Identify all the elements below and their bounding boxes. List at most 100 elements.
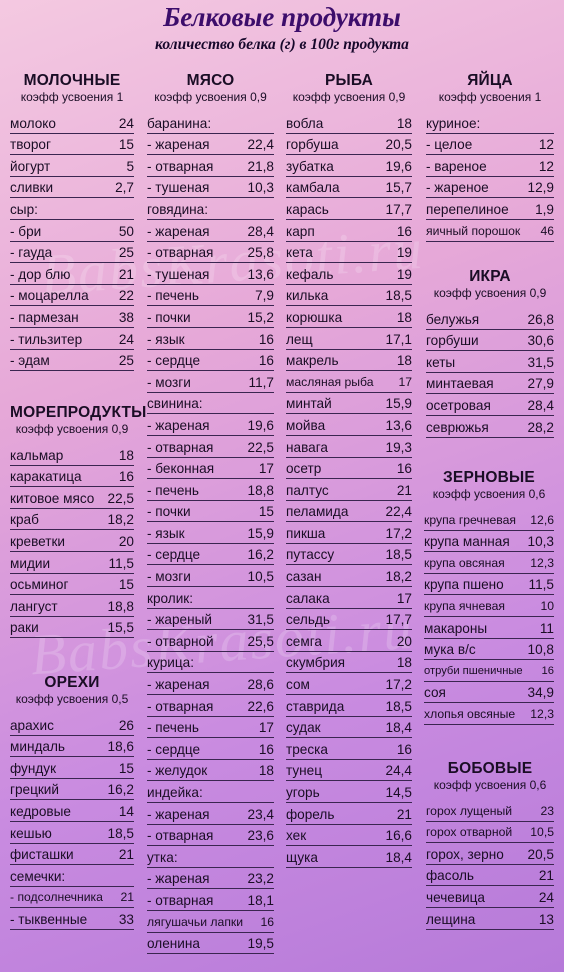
product-name: салака bbox=[286, 590, 330, 606]
protein-value: 31,5 bbox=[247, 612, 274, 628]
table-row: - тушеная 10,3 bbox=[147, 177, 274, 199]
protein-value: 7,9 bbox=[255, 288, 274, 304]
product-name: фасоль bbox=[426, 868, 474, 884]
protein-value: 16,2 bbox=[247, 547, 274, 563]
table-row: судак 18,4 bbox=[286, 717, 412, 739]
table-row: - тушеная 13,6 bbox=[147, 263, 274, 285]
protein-value: 46 bbox=[540, 223, 554, 238]
section-dairy: МОЛОЧНЫЕ коэфф усвоения 1 молоко 24 творог 15… bbox=[10, 72, 134, 372]
protein-value: 21 bbox=[118, 266, 134, 282]
table-row: кальмар 18 bbox=[10, 444, 134, 466]
section-coefficient: коэфф усвоения 0,9 bbox=[292, 90, 406, 104]
table-row: карась 17,7 bbox=[286, 198, 412, 220]
protein-value: 20 bbox=[118, 533, 134, 549]
table-row: перепелиное 1,9 bbox=[426, 198, 554, 220]
protein-value: 15 bbox=[118, 760, 134, 776]
table-row: горох, зерно 20,5 bbox=[426, 843, 554, 865]
table-row: сливки 2,7 bbox=[10, 177, 134, 199]
product-name: - почки bbox=[147, 504, 191, 520]
product-name: горбуши bbox=[426, 333, 479, 349]
protein-value: 15 bbox=[118, 577, 134, 593]
table-row: яичный порошок 46 bbox=[426, 220, 554, 242]
table-row: навага 19,3 bbox=[286, 436, 412, 458]
section-legumes: БОБОВЫЕ коэфф усвоения 0,6 горох лущеный 23… bbox=[426, 760, 554, 930]
product-name: арахис bbox=[10, 717, 54, 733]
table-row: отруби пшеничные 16 bbox=[424, 660, 554, 682]
table-row: лягушачьи лапки 16 bbox=[147, 911, 274, 933]
protein-value: 17 bbox=[396, 590, 412, 606]
protein-value: 21 bbox=[538, 868, 554, 884]
table-row: горох лущеный 23 bbox=[426, 800, 554, 822]
section-coefficient: коэфф усвоения 0,9 bbox=[15, 422, 129, 436]
product-name: крупа пшено bbox=[424, 577, 504, 593]
product-name: вобла bbox=[286, 115, 324, 131]
protein-value: 23 bbox=[540, 803, 554, 818]
protein-value: 18,5 bbox=[107, 825, 134, 841]
product-name: угорь bbox=[286, 785, 320, 800]
protein-value: 25 bbox=[118, 353, 134, 369]
product-name: пеламида bbox=[286, 504, 349, 520]
product-name: соя bbox=[424, 685, 446, 701]
protein-value: 19,6 bbox=[385, 158, 412, 174]
protein-value: 22 bbox=[118, 288, 134, 304]
table-row: макрель 18 bbox=[286, 350, 412, 372]
table-row: килька 18,5 bbox=[286, 285, 412, 307]
product-name: лангуст bbox=[10, 598, 58, 614]
section-coefficient: коэфф усвоения 0,6 bbox=[433, 778, 547, 792]
product-name: каракатица bbox=[10, 469, 82, 485]
table-row: индейка: bbox=[147, 781, 274, 803]
section-nuts: ОРЕХИ коэфф усвоения 0,5 арахис 26 миндаль 18… bbox=[10, 674, 134, 930]
table-row: кедровые 14 bbox=[10, 800, 134, 822]
table-row: белужья 26,8 bbox=[426, 308, 554, 330]
protein-value: 25 bbox=[118, 245, 134, 261]
product-name: кешью bbox=[10, 825, 52, 841]
protein-value: 26 bbox=[118, 717, 134, 733]
table-row: - отварная 18,1 bbox=[147, 889, 274, 911]
table-row: хек 16,6 bbox=[286, 825, 412, 847]
product-name: горбуша bbox=[286, 137, 339, 153]
table-row: щука 18,4 bbox=[286, 846, 412, 868]
protein-value: 18,5 bbox=[385, 698, 412, 714]
table-row: севрюжья 28,2 bbox=[426, 416, 554, 438]
table-row: осетр 16 bbox=[286, 458, 412, 480]
product-name: лещ bbox=[286, 331, 313, 347]
protein-value: 17,7 bbox=[385, 612, 412, 628]
table-row: кеты 31,5 bbox=[426, 351, 554, 373]
table-row: кролик: bbox=[147, 587, 274, 609]
product-name: горох, зерно bbox=[426, 846, 504, 862]
section-title: ИКРА bbox=[469, 268, 511, 285]
product-name: - отварная bbox=[147, 245, 214, 261]
table-row: фундук 15 bbox=[10, 757, 134, 779]
product-name: кефаль bbox=[286, 266, 334, 282]
table-row: тунец 24,4 bbox=[286, 760, 412, 782]
protein-value: 18 bbox=[118, 447, 134, 463]
product-name: - желудок bbox=[147, 763, 208, 779]
table-row: куриное: bbox=[426, 112, 554, 134]
product-name: карась bbox=[286, 201, 329, 217]
product-name: мука в/с bbox=[424, 642, 476, 658]
product-name: сом bbox=[286, 677, 310, 693]
table-row: пикша 17,2 bbox=[286, 522, 412, 544]
table-row: соя 34,9 bbox=[424, 682, 554, 704]
protein-value: 34,9 bbox=[527, 685, 554, 701]
product-name: белужья bbox=[426, 311, 480, 327]
protein-value: 11 bbox=[539, 620, 554, 636]
protein-value: 16 bbox=[396, 223, 412, 239]
product-name: крупа гречневая bbox=[424, 512, 517, 527]
table-row: камбала 15,7 bbox=[286, 177, 412, 199]
protein-value: 18 bbox=[396, 309, 412, 325]
section-title: ЯЙЦА bbox=[467, 72, 513, 89]
product-name: - подсолнечника bbox=[10, 890, 103, 905]
protein-value: 18 bbox=[396, 655, 412, 671]
protein-value: 16,6 bbox=[385, 828, 412, 844]
table-row: каракатица 16 bbox=[10, 466, 134, 488]
table-row: - отварная 22,6 bbox=[147, 695, 274, 717]
product-name: скумбрия bbox=[286, 655, 346, 671]
table-row: крупа ячневая 10 bbox=[424, 595, 554, 617]
product-name: - печень bbox=[147, 720, 200, 736]
protein-value: 15,5 bbox=[107, 620, 134, 636]
product-name: - эдам bbox=[10, 353, 50, 369]
protein-value: 25,5 bbox=[247, 633, 274, 649]
table-row: зубатка 19,6 bbox=[286, 155, 412, 177]
protein-value: 16,2 bbox=[107, 782, 134, 798]
